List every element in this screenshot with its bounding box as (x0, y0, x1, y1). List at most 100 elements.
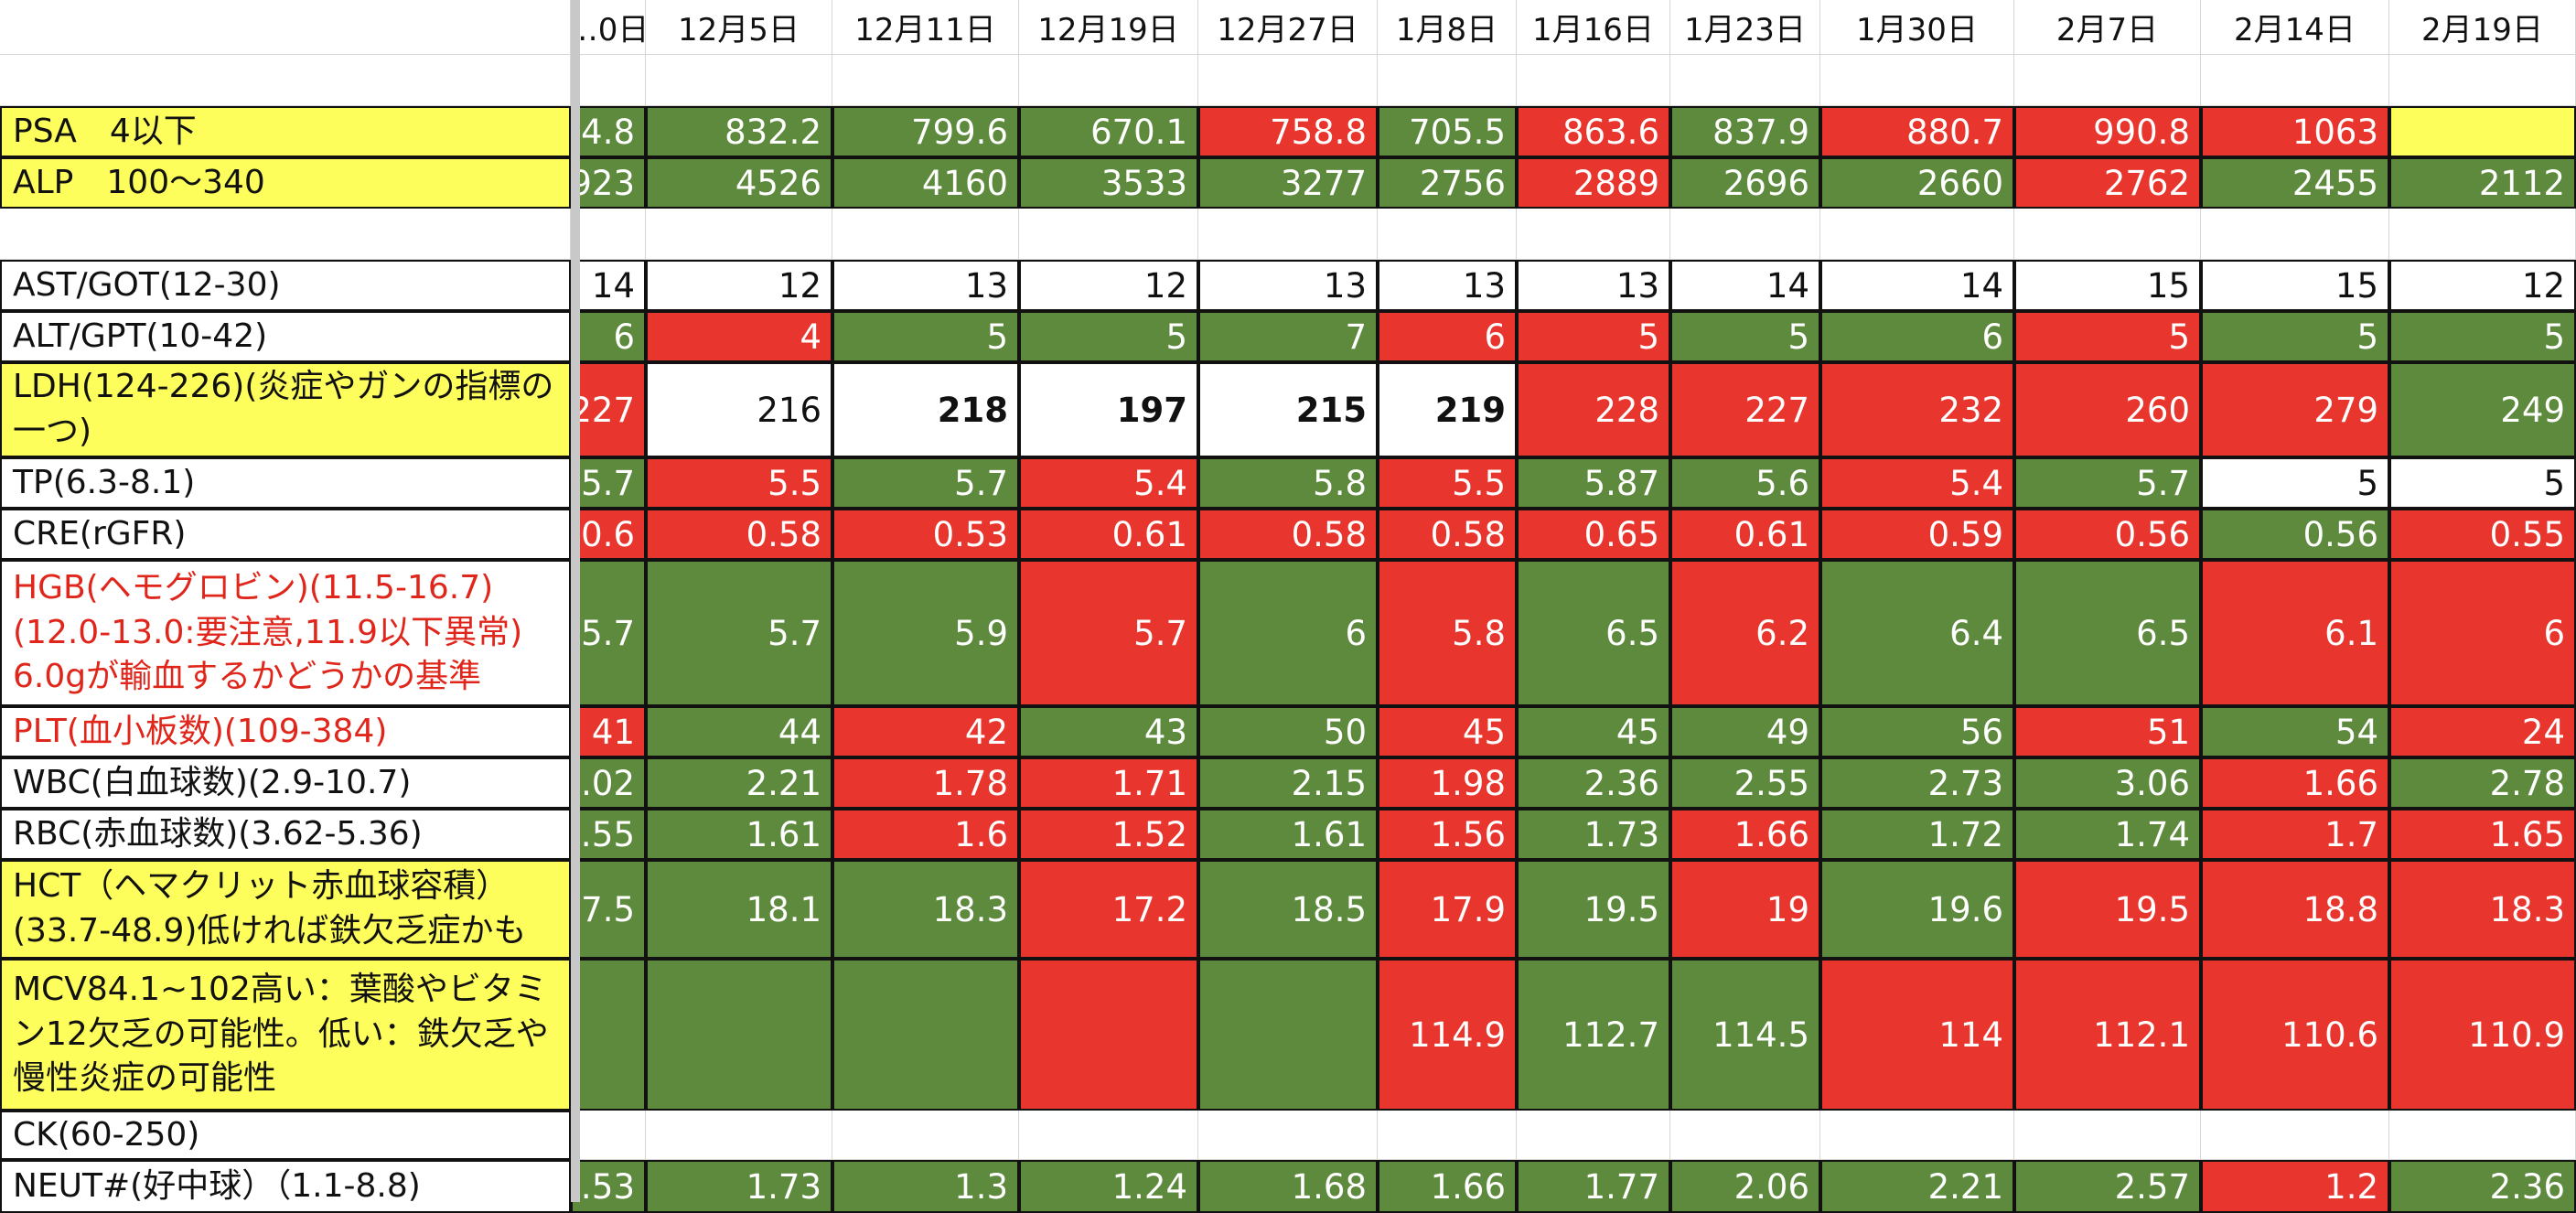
value-cell[interactable]: 14 (1670, 260, 1820, 311)
column-header-date[interactable]: 1月8日 (1378, 0, 1517, 55)
value-cell[interactable]: 2.78 (2389, 757, 2576, 809)
row-label-cell[interactable]: CK(60-250) (0, 1111, 571, 1160)
value-cell[interactable]: 4526 (646, 157, 832, 209)
value-cell[interactable]: 1.65 (2389, 809, 2576, 860)
value-cell[interactable]: 1.3 (832, 1160, 1019, 1213)
value-cell[interactable]: 863.6 (1517, 106, 1670, 157)
row-label-cell[interactable]: WBC(白血球数)(2.9-10.7) (0, 757, 571, 809)
value-cell[interactable] (1019, 55, 1198, 106)
value-cell[interactable]: 2762 (2014, 157, 2201, 209)
value-cell[interactable] (1378, 1111, 1517, 1160)
value-cell[interactable]: …7.5 (571, 860, 646, 959)
value-cell[interactable]: 2.06 (1670, 1160, 1820, 1213)
value-cell[interactable]: 2756 (1378, 157, 1517, 209)
value-cell[interactable]: 6.5 (2014, 560, 2201, 706)
value-cell[interactable]: 227 (571, 362, 646, 457)
value-cell[interactable]: 112.1 (2014, 959, 2201, 1111)
value-cell[interactable]: 1.68 (1198, 1160, 1378, 1213)
value-cell[interactable]: 6 (2389, 560, 2576, 706)
value-cell[interactable]: 5.7 (832, 457, 1019, 509)
value-cell[interactable]: 45 (1378, 706, 1517, 757)
value-cell[interactable]: 5 (1019, 311, 1198, 362)
value-cell[interactable]: 1.2 (2201, 1160, 2389, 1213)
value-cell[interactable]: 1.77 (1517, 1160, 1670, 1213)
value-cell[interactable]: 0.61 (1670, 509, 1820, 560)
value-cell[interactable] (2389, 1111, 2576, 1160)
value-cell[interactable] (832, 55, 1019, 106)
value-cell[interactable]: 2.55 (1670, 757, 1820, 809)
value-cell[interactable]: 0.56 (2201, 509, 2389, 560)
value-cell[interactable]: 19.5 (2014, 860, 2201, 959)
value-cell[interactable]: 6.1 (2201, 560, 2389, 706)
value-cell[interactable]: 880.7 (1820, 106, 2014, 157)
value-cell[interactable]: 13 (1198, 260, 1378, 311)
value-cell[interactable]: 14 (1820, 260, 2014, 311)
value-cell[interactable]: 15 (2201, 260, 2389, 311)
value-cell[interactable] (1517, 209, 1670, 260)
value-cell[interactable]: 5.8 (1378, 560, 1517, 706)
value-cell[interactable]: 49 (1670, 706, 1820, 757)
value-cell[interactable] (1517, 1111, 1670, 1160)
value-cell[interactable] (832, 1111, 1019, 1160)
value-cell[interactable]: 215 (1198, 362, 1378, 457)
value-cell[interactable]: …923 (571, 157, 646, 209)
value-cell[interactable]: 5.7 (2014, 457, 2201, 509)
value-cell[interactable]: 1.73 (646, 1160, 832, 1213)
value-cell[interactable]: 216 (646, 362, 832, 457)
header-corner-cell[interactable] (0, 0, 571, 55)
column-header-date[interactable]: 12月11日 (832, 0, 1019, 55)
value-cell[interactable]: 832.2 (646, 106, 832, 157)
value-cell[interactable] (832, 959, 1019, 1111)
value-cell[interactable] (1378, 55, 1517, 106)
column-header-date[interactable]: 1月23日 (1670, 0, 1820, 55)
value-cell[interactable]: 2112 (2389, 157, 2576, 209)
row-label-cell[interactable] (0, 55, 571, 106)
value-cell[interactable]: 2.36 (2389, 1160, 2576, 1213)
value-cell[interactable]: 5.7 (646, 560, 832, 706)
value-cell[interactable]: 0.61 (1019, 509, 1198, 560)
value-cell[interactable] (1019, 1111, 1198, 1160)
column-header-date[interactable]: 2月19日 (2389, 0, 2576, 55)
value-cell[interactable]: 3533 (1019, 157, 1198, 209)
value-cell[interactable]: 4160 (832, 157, 1019, 209)
value-cell[interactable] (2014, 1111, 2201, 1160)
value-cell[interactable] (1198, 209, 1378, 260)
value-cell[interactable]: …0.6 (571, 509, 646, 560)
value-cell[interactable]: 6 (1198, 560, 1378, 706)
value-cell[interactable]: 15 (2014, 260, 2201, 311)
value-cell[interactable]: 6.5 (1517, 560, 1670, 706)
value-cell[interactable]: 1.78 (832, 757, 1019, 809)
value-cell[interactable]: 5 (2201, 311, 2389, 362)
value-cell[interactable]: 19 (1670, 860, 1820, 959)
value-cell[interactable]: 2.73 (1820, 757, 2014, 809)
value-cell[interactable]: 260 (2014, 362, 2201, 457)
value-cell[interactable]: 705.5 (1378, 106, 1517, 157)
value-cell[interactable]: 837.9 (1670, 106, 1820, 157)
value-cell[interactable]: 6 (1820, 311, 2014, 362)
value-cell[interactable]: 19.5 (1517, 860, 1670, 959)
value-cell[interactable]: 13 (832, 260, 1019, 311)
value-cell[interactable]: 5.4 (1820, 457, 2014, 509)
row-label-cell[interactable] (0, 209, 571, 260)
value-cell[interactable]: 5.9 (832, 560, 1019, 706)
value-cell[interactable]: 17.9 (1378, 860, 1517, 959)
value-cell[interactable]: 1.98 (1378, 757, 1517, 809)
value-cell[interactable]: 1.61 (1198, 809, 1378, 860)
value-cell[interactable]: 2660 (1820, 157, 2014, 209)
value-cell[interactable]: 5 (2201, 457, 2389, 509)
value-cell[interactable]: 219 (1378, 362, 1517, 457)
value-cell[interactable]: 5.5 (646, 457, 832, 509)
value-cell[interactable]: 1.66 (2201, 757, 2389, 809)
value-cell[interactable]: 5 (832, 311, 1019, 362)
value-cell[interactable]: 114.5 (1670, 959, 1820, 1111)
value-cell[interactable]: 1.52 (1019, 809, 1198, 860)
value-cell[interactable]: 112.7 (1517, 959, 1670, 1111)
value-cell[interactable] (2389, 106, 2576, 157)
value-cell[interactable] (1820, 55, 2014, 106)
value-cell[interactable] (571, 959, 646, 1111)
value-cell[interactable] (2389, 55, 2576, 106)
row-label-cell[interactable]: ALT/GPT(10-42) (0, 311, 571, 362)
value-cell[interactable]: 5.4 (1019, 457, 1198, 509)
value-cell[interactable]: 51 (2014, 706, 2201, 757)
column-header-date[interactable]: 12月27日 (1198, 0, 1378, 55)
